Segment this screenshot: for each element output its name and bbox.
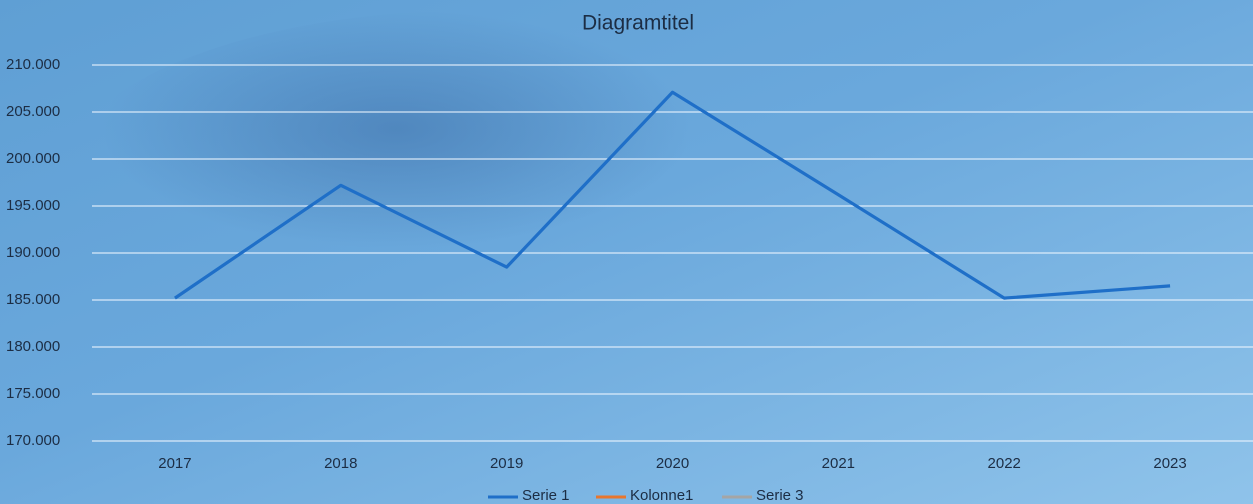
legend-label: Serie 3 (756, 487, 804, 504)
x-tick-label: 2021 (822, 455, 855, 472)
y-tick-label: 205.000 (6, 103, 60, 120)
x-tick-label: 2023 (1153, 455, 1186, 472)
y-tick-label: 170.000 (6, 432, 60, 449)
y-tick-label: 210.000 (6, 56, 60, 73)
y-tick-label: 200.000 (6, 150, 60, 167)
x-tick-label: 2017 (158, 455, 191, 472)
y-tick-label: 185.000 (6, 291, 60, 308)
legend-label: Kolonne1 (630, 487, 693, 504)
y-tick-label: 180.000 (6, 338, 60, 355)
x-tick-label: 2020 (656, 455, 689, 472)
y-tick-label: 195.000 (6, 197, 60, 214)
y-tick-label: 190.000 (6, 244, 60, 261)
x-tick-label: 2022 (988, 455, 1021, 472)
legend-label: Serie 1 (522, 487, 570, 504)
background-splash (60, 10, 900, 350)
x-tick-label: 2019 (490, 455, 523, 472)
x-tick-label: 2018 (324, 455, 357, 472)
line-series (174, 90, 1171, 300)
y-tick-label: 175.000 (6, 385, 60, 402)
chart-title: Diagramtitel (582, 12, 694, 35)
